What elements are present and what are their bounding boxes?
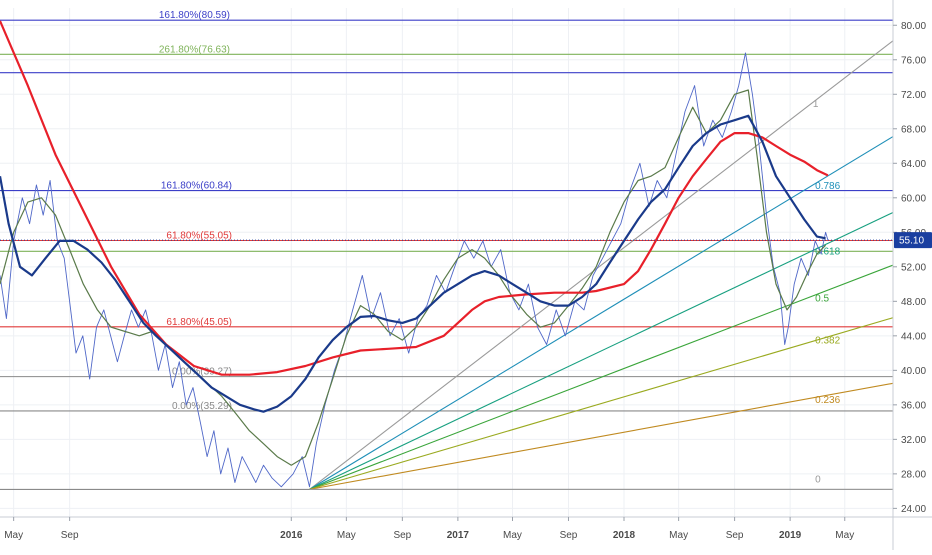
x-tick-label: May [4, 530, 23, 541]
fan-ray-label: 0 [815, 474, 821, 485]
x-tick-label: 2016 [280, 530, 303, 541]
fan-ray-label: 0.382 [815, 336, 840, 347]
x-tick-label: Sep [393, 530, 411, 541]
x-tick-label: May [503, 530, 522, 541]
price-badge-label: 55.10 [899, 236, 924, 247]
fan-ray-label: 0.618 [815, 247, 840, 258]
fan-ray [309, 317, 894, 490]
level-label: 161.80%(60.84) [161, 181, 232, 192]
fan-ray-label: 0.236 [815, 395, 840, 406]
fan-ray-label: 1 [813, 99, 819, 110]
series-price [0, 52, 829, 488]
y-tick-label: 52.00 [901, 262, 926, 273]
x-tick-label: May [337, 530, 356, 541]
x-tick-label: Sep [726, 530, 744, 541]
fib-fan: 1 0.786 0.618 0.5 0.382 0.236 0 [309, 40, 894, 490]
x-tick-label: May [669, 530, 688, 541]
series-ma-mid [0, 114, 826, 413]
fan-ray [309, 136, 894, 490]
level-label: 61.80%(55.05) [166, 231, 232, 242]
y-tick-label: 36.00 [901, 400, 926, 411]
y-tick-label: 64.00 [901, 159, 926, 170]
y-tick-label: 32.00 [901, 435, 926, 446]
y-tick-label: 80.00 [901, 21, 926, 32]
level-label: 0.00%(35.29) [172, 401, 232, 412]
level-label: 61.80%(45.05) [166, 317, 232, 328]
price-badge [894, 232, 932, 249]
y-tick-label: 24.00 [901, 504, 926, 515]
fan-ray [309, 40, 894, 490]
y-tick-label: 44.00 [901, 331, 926, 342]
y-tick-label: 40.00 [901, 366, 926, 377]
level-label: 0.00%(39.27) [172, 367, 232, 378]
x-tick-label: Sep [61, 530, 79, 541]
y-tick-label: 76.00 [901, 55, 926, 66]
fan-ray [309, 211, 894, 490]
fan-ray [309, 264, 894, 490]
y-tick-label: 68.00 [901, 124, 926, 135]
fan-ray-label: 0.5 [815, 293, 829, 304]
x-tick-label: Sep [560, 530, 578, 541]
y-tick-label: 28.00 [901, 469, 926, 480]
fan-ray [309, 382, 894, 490]
series-lines [0, 20, 893, 488]
x-tick-label: 2017 [447, 530, 470, 541]
x-tick-label: 2019 [779, 530, 802, 541]
y-tick-label: 72.00 [901, 90, 926, 101]
x-tick-label: May [835, 530, 854, 541]
level-label: 261.80%(76.63) [159, 44, 230, 55]
fan-ray-label: 0.786 [815, 181, 840, 192]
horizontal-levels: 161.80%(80.59) 261.80%(76.63) 161.80%(60.8… [0, 10, 893, 490]
level-label: 161.80%(80.59) [159, 10, 230, 21]
y-tick-label: 48.00 [901, 297, 926, 308]
x-tick-label: 2018 [613, 530, 636, 541]
series-ma-long [0, 20, 829, 376]
y-tick-label: 60.00 [901, 193, 926, 204]
